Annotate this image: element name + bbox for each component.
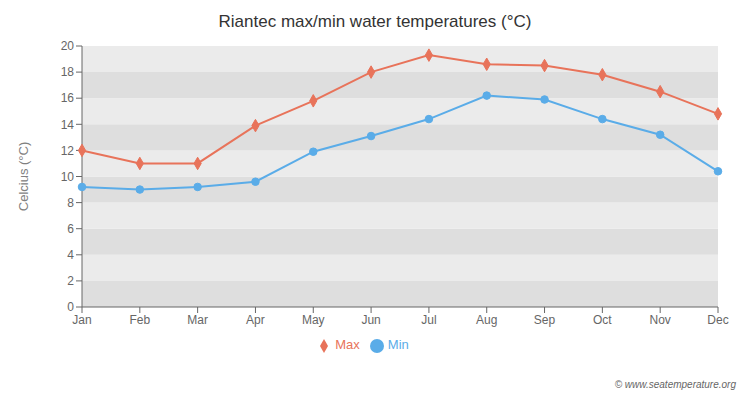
svg-text:20: 20 — [61, 39, 75, 53]
svg-text:Feb: Feb — [129, 313, 150, 327]
svg-text:Apr: Apr — [246, 313, 265, 327]
svg-text:May: May — [302, 313, 325, 327]
svg-text:Dec: Dec — [707, 313, 728, 327]
svg-text:18: 18 — [61, 65, 75, 79]
svg-text:0: 0 — [67, 300, 74, 314]
svg-text:Aug: Aug — [476, 313, 497, 327]
svg-text:Jan: Jan — [72, 313, 91, 327]
html-text:Min: Min — [387, 337, 409, 352]
html-text:Max: Max — [335, 337, 360, 352]
svg-text:2: 2 — [67, 274, 74, 288]
svg-text:Nov: Nov — [650, 313, 671, 327]
svg-text:Celcius (°C): Celcius (°C) — [16, 142, 31, 211]
html-text:© www.seatemperature.org: © www.seatemperature.org — [614, 379, 736, 390]
svg-text:Jul: Jul — [421, 313, 436, 327]
svg-text:Jun: Jun — [361, 313, 380, 327]
svg-text:14: 14 — [61, 118, 75, 132]
html-text:Riantec max/min water temperat: Riantec max/min water temperatures (°C) — [218, 12, 532, 31]
svg-text:Oct: Oct — [593, 313, 612, 327]
svg-text:Mar: Mar — [187, 313, 208, 327]
svg-text:Sep: Sep — [534, 313, 556, 327]
svg-text:4: 4 — [67, 248, 74, 262]
svg-text:12: 12 — [61, 144, 75, 158]
svg-text:6: 6 — [67, 222, 74, 236]
svg-text:16: 16 — [61, 91, 75, 105]
svg-text:10: 10 — [61, 170, 75, 184]
svg-text:8: 8 — [67, 196, 74, 210]
